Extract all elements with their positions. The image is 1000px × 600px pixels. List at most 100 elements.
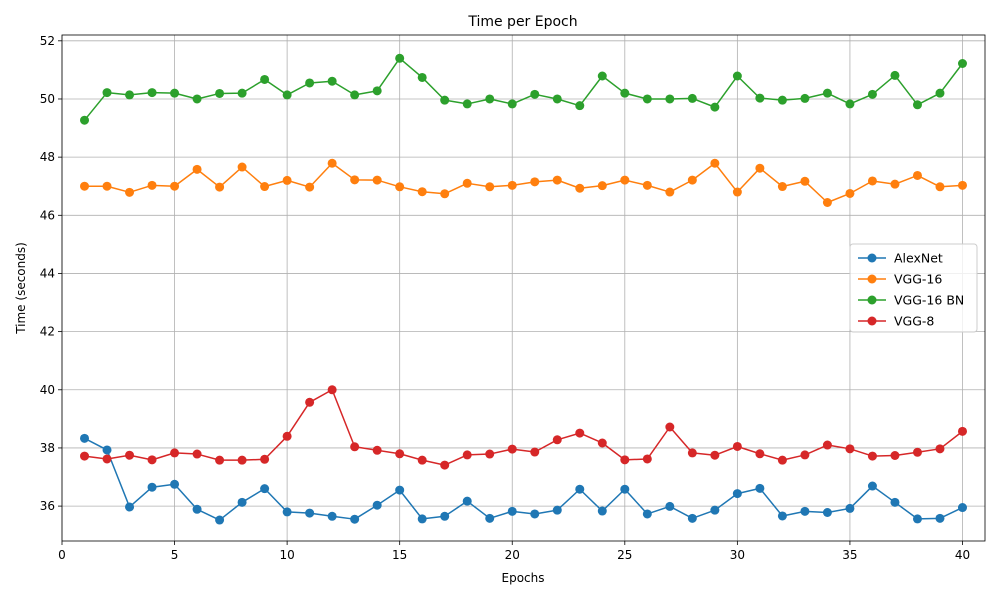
data-point-vgg-16 bbox=[507, 180, 517, 190]
data-point-alexnet bbox=[305, 508, 315, 518]
data-point-vgg-8 bbox=[777, 455, 787, 465]
data-point-vgg-16-bn bbox=[777, 95, 787, 105]
data-point-alexnet bbox=[237, 497, 247, 507]
data-point-vgg-16 bbox=[867, 176, 877, 186]
data-point-alexnet bbox=[642, 509, 652, 519]
data-point-vgg-16 bbox=[620, 175, 630, 185]
data-point-vgg-16-bn bbox=[710, 102, 720, 112]
y-axis-label: Time (seconds) bbox=[14, 242, 28, 335]
data-point-alexnet bbox=[147, 482, 157, 492]
data-point-vgg-16 bbox=[552, 175, 562, 185]
data-point-alexnet bbox=[125, 502, 135, 512]
data-point-vgg-8 bbox=[260, 454, 270, 464]
data-point-vgg-16-bn bbox=[395, 53, 405, 63]
data-point-alexnet bbox=[665, 501, 675, 511]
data-point-alexnet bbox=[597, 506, 607, 516]
data-point-vgg-16-bn bbox=[327, 76, 337, 86]
data-point-vgg-8 bbox=[147, 455, 157, 465]
data-point-vgg-16 bbox=[327, 158, 337, 168]
data-point-alexnet bbox=[777, 511, 787, 521]
y-axis: 36 38 40 42 44 46 48 50 52 bbox=[40, 34, 62, 513]
y-tick-label: 40 bbox=[40, 383, 55, 397]
data-point-vgg-16-bn bbox=[147, 88, 157, 98]
data-point-vgg-16-bn bbox=[260, 74, 270, 84]
data-point-vgg-16 bbox=[687, 175, 697, 185]
data-point-vgg-16 bbox=[462, 178, 472, 188]
data-point-alexnet bbox=[822, 508, 832, 518]
data-point-alexnet bbox=[80, 433, 90, 443]
data-point-vgg-8 bbox=[80, 451, 90, 461]
data-point-vgg-16 bbox=[102, 181, 112, 191]
data-point-alexnet bbox=[867, 481, 877, 491]
data-point-alexnet bbox=[327, 511, 337, 521]
y-tick-label: 50 bbox=[40, 92, 55, 106]
data-point-vgg-16-bn bbox=[215, 88, 225, 98]
data-point-alexnet bbox=[575, 484, 585, 494]
x-tick-label: 30 bbox=[730, 548, 745, 562]
data-point-vgg-16-bn bbox=[462, 99, 472, 109]
data-point-alexnet bbox=[102, 445, 112, 455]
data-point-alexnet bbox=[215, 515, 225, 525]
chart-title: Time per Epoch bbox=[467, 14, 577, 30]
data-point-vgg-8 bbox=[237, 455, 247, 465]
data-point-vgg-16-bn bbox=[282, 90, 292, 100]
data-point-vgg-16-bn bbox=[620, 88, 630, 98]
data-point-vgg-8 bbox=[597, 438, 607, 448]
data-point-vgg-16-bn bbox=[237, 88, 247, 98]
data-point-vgg-8 bbox=[327, 385, 337, 395]
data-point-alexnet bbox=[350, 514, 360, 524]
data-point-vgg-16-bn bbox=[957, 58, 967, 68]
data-point-vgg-16-bn bbox=[642, 94, 652, 104]
data-point-vgg-8 bbox=[800, 450, 810, 460]
data-point-vgg-16-bn bbox=[102, 88, 112, 98]
data-point-vgg-16-bn bbox=[867, 89, 877, 99]
data-point-alexnet bbox=[417, 514, 427, 524]
x-tick-label: 5 bbox=[171, 548, 179, 562]
data-point-vgg-8 bbox=[305, 397, 315, 407]
data-point-vgg-16 bbox=[575, 183, 585, 193]
data-point-vgg-8 bbox=[215, 455, 225, 465]
data-point-vgg-8 bbox=[125, 450, 135, 460]
data-point-vgg-16 bbox=[147, 180, 157, 190]
data-point-alexnet bbox=[530, 509, 540, 519]
data-point-alexnet bbox=[192, 504, 202, 514]
data-point-vgg-8 bbox=[552, 435, 562, 445]
y-tick-label: 48 bbox=[40, 150, 55, 164]
data-point-vgg-16 bbox=[710, 158, 720, 168]
data-point-vgg-8 bbox=[350, 442, 360, 452]
series-line-vgg-16-bn bbox=[83, 57, 964, 121]
x-tick-label: 15 bbox=[392, 548, 407, 562]
data-point-alexnet bbox=[552, 505, 562, 515]
data-point-vgg-16-bn bbox=[890, 70, 900, 80]
data-point-vgg-16-bn bbox=[530, 89, 540, 99]
data-point-vgg-16 bbox=[732, 187, 742, 197]
data-point-alexnet bbox=[170, 479, 180, 489]
data-point-vgg-8 bbox=[912, 447, 922, 457]
data-point-vgg-16 bbox=[80, 181, 90, 191]
data-point-vgg-8 bbox=[395, 449, 405, 459]
data-point-alexnet bbox=[732, 489, 742, 499]
data-point-vgg-16-bn bbox=[935, 88, 945, 98]
y-tick-label: 52 bbox=[40, 34, 55, 48]
data-point-vgg-16 bbox=[755, 163, 765, 173]
data-point-vgg-16 bbox=[395, 182, 405, 192]
data-point-alexnet bbox=[440, 511, 450, 521]
data-point-vgg-16-bn bbox=[755, 93, 765, 103]
data-point-alexnet bbox=[282, 507, 292, 517]
y-tick-label: 36 bbox=[40, 499, 55, 513]
legend-label: VGG-16 bbox=[894, 272, 942, 287]
series-lines bbox=[83, 57, 964, 521]
x-tick-label: 0 bbox=[58, 548, 66, 562]
data-point-vgg-16-bn bbox=[417, 72, 427, 82]
data-point-alexnet bbox=[890, 497, 900, 507]
data-point-vgg-16 bbox=[215, 182, 225, 192]
data-point-vgg-16-bn bbox=[125, 90, 135, 100]
data-point-vgg-16 bbox=[597, 181, 607, 191]
data-point-alexnet bbox=[485, 513, 495, 523]
data-point-vgg-8 bbox=[575, 428, 585, 438]
data-point-vgg-16 bbox=[642, 180, 652, 190]
data-point-vgg-16 bbox=[440, 189, 450, 199]
legend-box bbox=[849, 243, 978, 333]
data-point-vgg-16 bbox=[957, 180, 967, 190]
